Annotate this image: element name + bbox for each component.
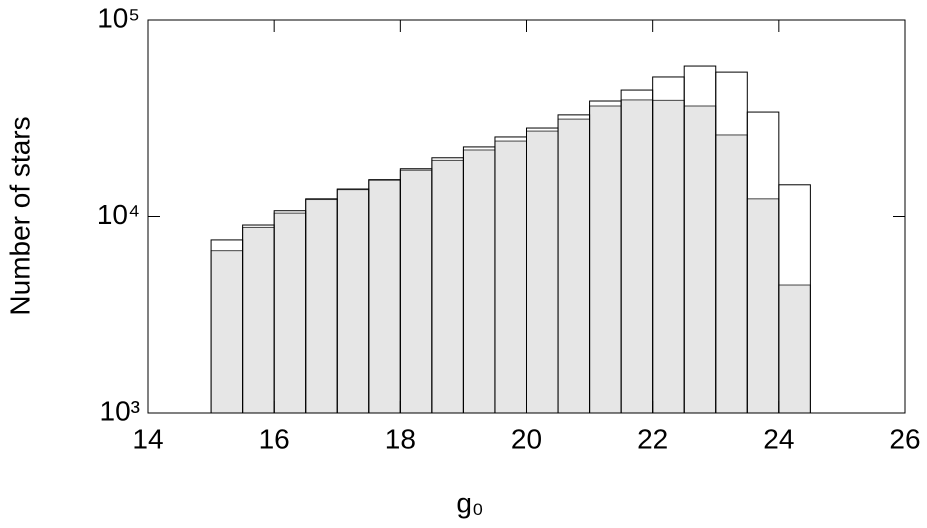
x-tick-label: 18	[385, 423, 416, 454]
histogram-bar	[368, 179, 401, 414]
histogram-bar	[715, 134, 748, 414]
histogram-bar	[273, 212, 307, 414]
histogram-bar	[462, 149, 496, 414]
histogram-bar	[652, 99, 685, 414]
y-tick-label: 10⁴	[97, 199, 140, 230]
histogram-bar	[305, 199, 338, 414]
y-tick-label: 10⁵	[97, 2, 140, 33]
x-axis-label: g₀	[456, 487, 483, 518]
histogram-bar	[431, 159, 464, 414]
histogram-bar	[210, 250, 244, 414]
histogram-bar	[746, 198, 780, 414]
histogram-bar	[589, 105, 622, 414]
x-tick-label: 26	[889, 423, 920, 454]
histogram-bar	[494, 140, 528, 414]
histogram-bar	[336, 189, 370, 414]
histogram-bar	[778, 284, 811, 414]
histogram-bar	[526, 130, 559, 414]
histogram-bar	[557, 118, 591, 414]
histogram-bar	[399, 169, 433, 414]
histogram-bar	[683, 105, 717, 414]
histogram-bar	[242, 226, 275, 414]
x-tick-label: 22	[637, 423, 668, 454]
x-tick-label: 20	[511, 423, 542, 454]
y-axis-label: Number of stars	[4, 116, 35, 315]
y-tick-label: 10³	[100, 395, 140, 426]
x-tick-label: 16	[259, 423, 290, 454]
x-tick-label: 14	[132, 423, 163, 454]
x-tick-label: 24	[763, 423, 794, 454]
histogram-bar	[620, 99, 654, 414]
